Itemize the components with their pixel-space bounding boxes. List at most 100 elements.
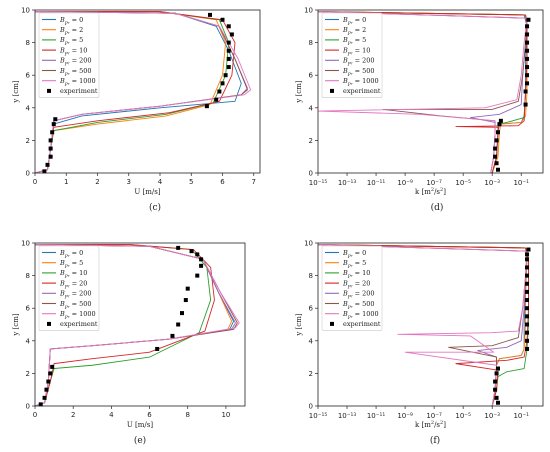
experiment-marker [195, 273, 200, 278]
x-tick-label: 8 [185, 411, 189, 419]
legend-label: BPr = 2 [342, 26, 366, 37]
experiment-marker [496, 130, 500, 135]
y-tick-label: 2 [26, 137, 30, 145]
legend-label: BPr = 5 [59, 259, 83, 270]
panel-f: 0 2 4 6 8 10 10−15 10−13 10−11 10−9 10−7 10−5 10−3 10… [295, 240, 544, 446]
y-tick-label: 4 [309, 337, 314, 345]
experiment-marker [493, 379, 498, 384]
y-tick-label: 8 [26, 272, 30, 280]
legend-marker-experiment [47, 88, 51, 93]
x-axis-label: k [m2/s2] [415, 420, 446, 429]
experiment-marker [523, 89, 528, 94]
legend-label: BPr = 200 [342, 57, 375, 68]
x-tick-label: 1 [64, 178, 68, 186]
x-tick-label: 10−11 [367, 179, 386, 188]
legend-label: BPr = 2 [59, 26, 83, 37]
experiment-marker [525, 346, 530, 351]
experiment-marker [525, 48, 530, 53]
experiment-marker [525, 65, 530, 70]
experiment-marker [525, 298, 530, 303]
experiment-marker [494, 161, 499, 166]
y-tick-label: 4 [309, 104, 314, 112]
legend-label: BPr = 10 [59, 269, 87, 280]
y-tick-label: 4 [26, 104, 31, 112]
experiment-marker [46, 379, 51, 384]
experiment-marker [526, 247, 531, 252]
experiment-marker [525, 289, 530, 294]
experiment-marker [214, 97, 219, 102]
x-tick-label: 3 [127, 178, 131, 186]
experiment-marker [48, 146, 53, 151]
x-axis-label: U [m/s] [134, 188, 160, 196]
y-tick-label: 8 [26, 39, 30, 47]
legend-label: BPr = 0 [59, 249, 83, 259]
experiment-marker [226, 24, 231, 29]
legend-box [321, 245, 383, 331]
legend-label: BPr = 20 [59, 279, 87, 290]
y-tick-label: 6 [309, 72, 314, 80]
panel-d: 0 2 4 6 8 10 10−15 10−13 10−11 10−9 10−7 10−5 10−3 10… [295, 7, 544, 213]
legend-label: BPr = 500 [59, 67, 92, 78]
y-tick-label: 10 [304, 240, 313, 248]
experiment-marker [180, 311, 184, 316]
y-tick-label: 10 [21, 240, 30, 248]
axes-frame [317, 9, 544, 174]
legend-label: BPr = 20 [342, 279, 370, 290]
y-tick-label: 2 [309, 137, 313, 145]
legend-label: BPr = 0 [342, 249, 366, 259]
legend-label: BPr = 500 [59, 300, 92, 311]
x-tick-label: 7 [252, 178, 256, 186]
legend-label: BPr = 0 [59, 16, 83, 27]
experiment-marker [525, 24, 530, 29]
y-tick-label: 2 [309, 370, 313, 378]
y-tick-label: 10 [304, 7, 313, 15]
subfigure-label: (c) [149, 202, 161, 213]
y-tick-label: 6 [26, 305, 31, 313]
series-line [34, 244, 215, 407]
x-tick-label: 5 [189, 178, 193, 186]
legend-label: BPr = 10 [342, 269, 370, 280]
experiment-marker [51, 122, 56, 127]
experiment-marker [525, 56, 530, 61]
experiment-marker [493, 146, 498, 151]
series-line [34, 11, 252, 174]
experiment-marker [494, 371, 499, 376]
x-tick-label: 6 [147, 411, 152, 419]
legend-label: BPr = 5 [59, 36, 83, 47]
x-tick-label: 10−5 [455, 412, 471, 421]
experiment-marker [48, 138, 53, 143]
legend-label: BPr = 200 [59, 290, 92, 301]
legend-marker-experiment [330, 321, 334, 326]
legend-label: BPr = 5 [342, 36, 366, 47]
legend-box [321, 12, 383, 98]
experiment-marker [220, 17, 225, 22]
experiment-marker [496, 366, 500, 371]
x-tick-label: 10 [221, 411, 230, 419]
x-tick-label: 10−11 [367, 412, 386, 421]
x-tick-label: 10−3 [484, 412, 500, 421]
experiment-marker [525, 273, 530, 278]
legend-label: BPr = 200 [342, 290, 375, 301]
x-tick-label: 10−9 [397, 179, 413, 188]
experiment-marker [199, 257, 204, 262]
x-tick-label: 10−9 [397, 412, 413, 421]
axes-frame [317, 242, 544, 407]
experiment-marker [48, 154, 53, 159]
experiment-marker [48, 371, 53, 376]
x-tick-label: 2 [95, 178, 99, 186]
experiment-marker [525, 81, 530, 86]
legend-box [38, 12, 100, 98]
experiment-marker [497, 122, 502, 127]
legend-label: BPr = 1000 [342, 310, 379, 321]
legend-marker-experiment [47, 321, 51, 326]
experiment-marker [50, 130, 55, 135]
x-tick-label: 10−15 [309, 179, 328, 188]
x-axis-label: U [m/s] [127, 421, 153, 429]
experiment-marker [195, 252, 200, 257]
subfigure-label: (e) [134, 435, 146, 446]
legend-label: BPr = 10 [342, 46, 370, 57]
series-line [34, 244, 240, 407]
y-tick-label: 0 [309, 403, 313, 411]
subfigure-label: (d) [431, 202, 444, 213]
